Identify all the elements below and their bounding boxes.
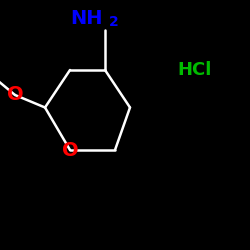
Text: O: O [62,140,78,160]
Text: NH: NH [70,8,102,28]
Text: 2: 2 [109,15,119,29]
Text: HCl: HCl [178,61,212,79]
Text: O: O [7,86,23,104]
